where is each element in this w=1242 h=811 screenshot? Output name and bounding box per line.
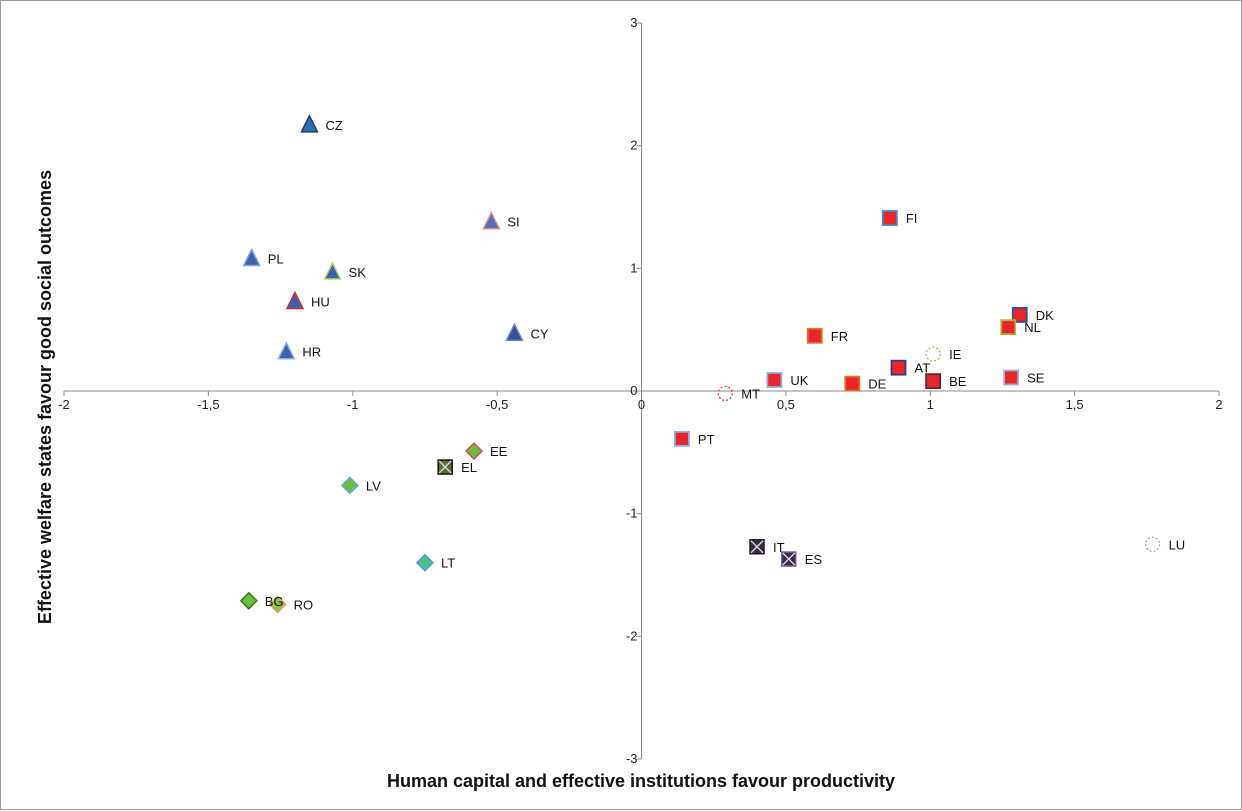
point-label-nl: NL	[1024, 320, 1041, 335]
point-label-be: BE	[949, 374, 967, 389]
point-cy	[505, 322, 524, 342]
point-si	[482, 211, 501, 230]
point-dk	[1011, 307, 1028, 323]
point-label-bg: BG	[265, 594, 284, 609]
point-be	[925, 373, 942, 390]
point-de	[844, 375, 861, 392]
point-nl	[1000, 319, 1017, 336]
point-label-lu: LU	[1169, 537, 1186, 552]
point-lu	[1144, 536, 1161, 552]
point-label-ro: RO	[294, 597, 314, 612]
point-label-sk: SK	[349, 265, 367, 280]
point-label-ie: IE	[949, 347, 962, 362]
point-label-fi: FI	[906, 211, 918, 226]
point-label-mt: MT	[741, 386, 760, 401]
axes: -2 -1,5 -1 -0,5 0 0,5 1 1,5 2 -3 -2 -1 0 1 2 3	[58, 15, 1222, 766]
point-hr	[277, 341, 296, 360]
x-tick-label: -0,5	[486, 397, 508, 412]
x-tick-label: 1	[927, 397, 934, 412]
point-ee	[464, 442, 484, 461]
point-label-pt: PT	[698, 432, 715, 447]
point-label-cy: CY	[530, 326, 548, 341]
x-tick-label: -1	[347, 397, 359, 412]
point-hu	[285, 290, 305, 310]
point-label-fr: FR	[831, 329, 848, 344]
point-label-lv: LV	[366, 478, 381, 493]
point-fr	[806, 327, 823, 344]
point-bg	[239, 591, 258, 610]
x-tick-label: 1,5	[1066, 397, 1084, 412]
y-tick-label: -2	[626, 628, 638, 643]
point-ro	[268, 595, 287, 614]
point-label-pl: PL	[268, 252, 284, 267]
point-label-it: IT	[773, 540, 785, 555]
point-ie	[925, 346, 941, 362]
point-label-hr: HR	[302, 345, 321, 360]
point-at	[890, 359, 907, 376]
point-el-cross-b	[438, 460, 452, 474]
point-mt	[717, 385, 733, 402]
point-lv	[340, 476, 359, 495]
point-label-at: AT	[914, 361, 930, 376]
point-es	[781, 551, 797, 567]
point-label-dk: DK	[1036, 308, 1054, 323]
point-label-si: SI	[507, 215, 519, 230]
y-tick-label: 0	[630, 383, 637, 398]
point-label-ee: EE	[490, 444, 508, 459]
point-pt	[674, 430, 690, 447]
y-tick-label: 1	[630, 260, 637, 275]
y-tick-label: 3	[630, 15, 637, 30]
y-tick-label: -3	[626, 751, 638, 766]
x-tick-label: -1,5	[197, 397, 219, 412]
point-fi	[881, 210, 898, 226]
point-label-se: SE	[1027, 371, 1045, 386]
point-label-uk: UK	[790, 373, 808, 388]
point-el	[437, 459, 453, 475]
y-tick-label: 2	[630, 138, 637, 153]
data-points	[239, 114, 1161, 614]
point-pl	[242, 247, 261, 267]
point-it-cross-b	[750, 540, 764, 554]
y-tick-label: -1	[626, 506, 638, 521]
point-se	[1003, 369, 1019, 386]
point-label-hu: HU	[311, 294, 330, 309]
y-axis-title: Effective welfare states favour good soc…	[35, 170, 55, 624]
point-sk	[323, 261, 342, 280]
point-es-cross-b	[782, 552, 796, 566]
x-axis-title: Human capital and effective institutions…	[387, 771, 895, 791]
x-tick-label: 0	[638, 397, 645, 412]
x-tick-label: -2	[58, 397, 70, 412]
point-label-cz: CZ	[325, 118, 342, 133]
x-tick-label: 2	[1215, 397, 1222, 412]
point-label-de: DE	[868, 377, 886, 392]
point-lt	[415, 553, 434, 572]
point-it	[749, 539, 765, 555]
x-tick-label: 0,5	[777, 397, 795, 412]
point-label-lt: LT	[441, 556, 455, 571]
point-cz	[300, 114, 319, 133]
point-label-es: ES	[805, 552, 823, 567]
point-label-el: EL	[461, 460, 477, 475]
point-uk	[766, 372, 783, 388]
